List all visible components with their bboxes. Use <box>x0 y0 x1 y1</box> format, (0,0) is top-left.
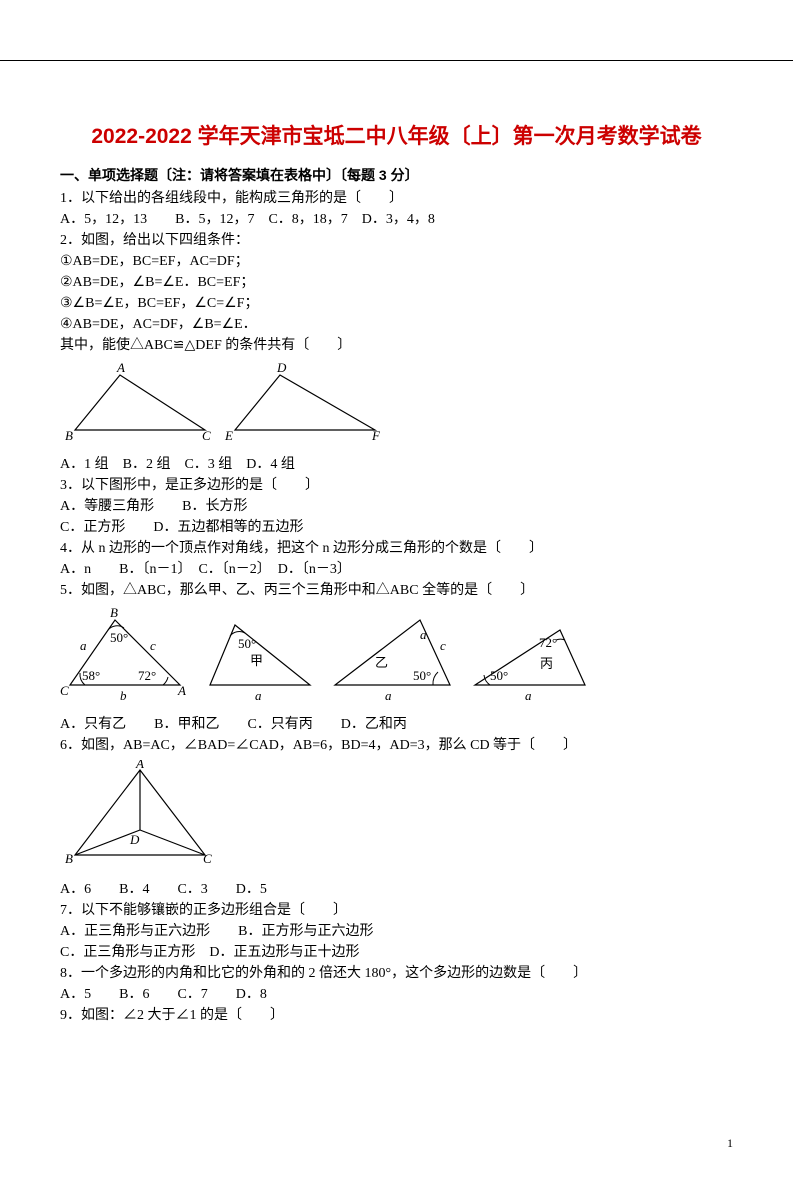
label-C: C <box>202 428 211 443</box>
abc-58: 58° <box>82 668 100 683</box>
label-A: A <box>116 360 125 375</box>
arc-bing-72 <box>556 639 565 640</box>
arc-yi <box>433 672 438 685</box>
q2-cond4: ④AB=DE，AC=DF，∠B=∠E． <box>60 314 733 335</box>
q1-options: A．5，12，13 B．5，12，7 C．8，18，7 D．3，4，8 <box>60 209 733 230</box>
yi-label: 乙 <box>375 655 388 670</box>
jia-50: 50° <box>238 636 256 651</box>
q2-cond1: ①AB=DE，BC=EF，AC=DF； <box>60 251 733 272</box>
label-D: D <box>276 360 287 375</box>
section-1-heading: 一、单项选择题〔注：请将答案填在表格中〕〔每题 3 分〕 <box>60 165 733 186</box>
q4-stem: 4．从 n 边形的一个顶点作对角线，把这个 n 边形分成三角形的个数是〔 〕 <box>60 538 733 559</box>
q2-triangles-svg: A B C D E F <box>60 360 400 445</box>
q6-A: A <box>135 760 144 771</box>
q2-options: A．1 组 B．2 组 C．3 组 D．4 组 <box>60 454 733 475</box>
q6-C: C <box>203 851 212 866</box>
abc-A: A <box>177 683 186 698</box>
q8-options: A．5 B．6 C．7 D．8 <box>60 984 733 1005</box>
q5-options: A．只有乙 B．甲和乙 C．只有丙 D．乙和丙 <box>60 714 733 735</box>
q2-stem: 2．如图，给出以下四组条件： <box>60 230 733 251</box>
arc-a-72 <box>163 677 168 685</box>
yi-c: c <box>440 638 446 653</box>
abc-C: C <box>60 683 69 698</box>
label-E: E <box>224 428 233 443</box>
abc-c: c <box>150 638 156 653</box>
label-B: B <box>65 428 73 443</box>
exam-title: 2022-2022 学年天津市宝坻二中八年级〔上〕第一次月考数学试卷 <box>60 121 733 153</box>
bing-50: 50° <box>490 668 508 683</box>
jia-a: a <box>255 688 262 703</box>
q7-stem: 7．以下不能够镶嵌的正多边形组合是〔 〕 <box>60 900 733 921</box>
q5-triangles-svg: B C A a c b 50° 58° 72° 50° 甲 a 50° 乙 c … <box>60 605 600 705</box>
q7-options-b: C．正三角形与正方形 D．正五边形与正十边形 <box>60 942 733 963</box>
q2-cond2: ②AB=DE，∠B=∠E．BC=EF； <box>60 272 733 293</box>
q3-options-b: C．正方形 D．五边都相等的五边形 <box>60 517 733 538</box>
triangle-abc <box>75 375 205 430</box>
q3-options-a: A．等腰三角形 B．长方形 <box>60 496 733 517</box>
q7-options-a: A．正三角形与正六边形 B．正方形与正六边形 <box>60 921 733 942</box>
q6-B: B <box>65 851 73 866</box>
q3-stem: 3．以下图形中，是正多边形的是〔 〕 <box>60 475 733 496</box>
label-F: F <box>371 428 381 443</box>
abc-a: a <box>80 638 87 653</box>
bing-a: a <box>525 688 532 703</box>
abc-50: 50° <box>110 630 128 645</box>
page-content: 2022-2022 学年天津市宝坻二中八年级〔上〕第一次月考数学试卷 一、单项选… <box>0 60 793 1066</box>
yi-50: 50° <box>413 668 431 683</box>
bing-label: 丙 <box>540 656 553 671</box>
q6-options: A．6 B．4 C．3 D．5 <box>60 879 733 900</box>
abc-72: 72° <box>138 668 156 683</box>
page-number: 1 <box>727 1134 733 1152</box>
q6-figure: A B C D <box>60 760 733 877</box>
q2-cond5: 其中，能使△ABC≌△DEF 的条件共有〔 〕 <box>60 335 733 356</box>
q2-figure: A B C D E F <box>60 360 733 452</box>
q8-stem: 8．一个多边形的内角和比它的外角和的 2 倍还大 180°，这个多边形的边数是〔… <box>60 963 733 984</box>
q2-cond3: ③∠B=∠E，BC=EF，∠C=∠F； <box>60 293 733 314</box>
abc-b: b <box>120 688 127 703</box>
tri-yi <box>335 620 450 685</box>
q6-stem: 6．如图，AB=AC，∠BAD=∠CAD，AB=6，BD=4，AD=3，那么 C… <box>60 735 733 756</box>
jia-label: 甲 <box>250 653 263 668</box>
q9-stem: 9．如图：∠2 大于∠1 的是〔 〕 <box>60 1005 733 1026</box>
abc-B: B <box>110 605 118 620</box>
q1-stem: 1．以下给出的各组线段中，能构成三角形的是〔 〕 <box>60 188 733 209</box>
q5-stem: 5．如图，△ABC，那么甲、乙、丙三个三角形中和△ABC 全等的是〔 〕 <box>60 580 733 601</box>
triangle-def <box>235 375 375 430</box>
q4-options: A．n B．〔n－1〕 C．〔n－2〕 D．〔n－3〕 <box>60 559 733 580</box>
yi-a2: a <box>420 627 427 642</box>
q5-figure: B C A a c b 50° 58° 72° 50° 甲 a 50° 乙 c … <box>60 605 733 712</box>
q6-triangle-svg: A B C D <box>60 760 220 870</box>
q6-D: D <box>129 832 140 847</box>
yi-a: a <box>385 688 392 703</box>
bing-72: 72° <box>539 635 557 650</box>
